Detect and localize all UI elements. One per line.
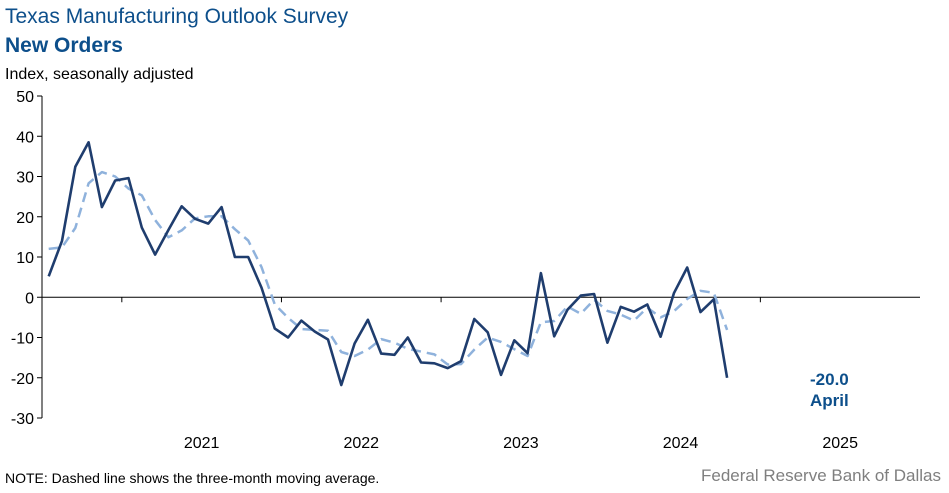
y-tick-label: 20 <box>16 210 34 227</box>
y-tick-label: 10 <box>16 250 34 267</box>
y-tick-label: -30 <box>11 411 34 428</box>
series-line-new-orders <box>47 141 729 387</box>
y-axis-units-label: Index, seasonally adjusted <box>5 66 194 83</box>
series-line-moving-average <box>48 170 729 366</box>
y-tick-label: -20 <box>11 371 34 388</box>
x-tick-label: 2024 <box>663 435 699 452</box>
x-tick-label: 2025 <box>822 435 858 452</box>
source-credit: Federal Reserve Bank of Dallas <box>700 466 941 485</box>
x-tick-label: 2022 <box>343 435 379 452</box>
annotation-value: -20.0 <box>810 370 849 389</box>
page-title: Texas Manufacturing Outlook Survey <box>5 5 349 28</box>
y-tick-label: 50 <box>16 89 34 106</box>
annotation-month: April <box>810 391 849 410</box>
chart-subtitle: New Orders <box>5 34 123 57</box>
y-tick-label: -10 <box>11 331 34 348</box>
footnote: NOTE: Dashed line shows the three-month … <box>5 470 380 486</box>
y-tick-label: 0 <box>25 290 34 307</box>
x-tick-label: 2023 <box>503 435 539 452</box>
x-tick-label: 2021 <box>184 435 220 452</box>
y-tick-label: 40 <box>16 129 34 146</box>
y-tick-label: 30 <box>16 170 34 187</box>
